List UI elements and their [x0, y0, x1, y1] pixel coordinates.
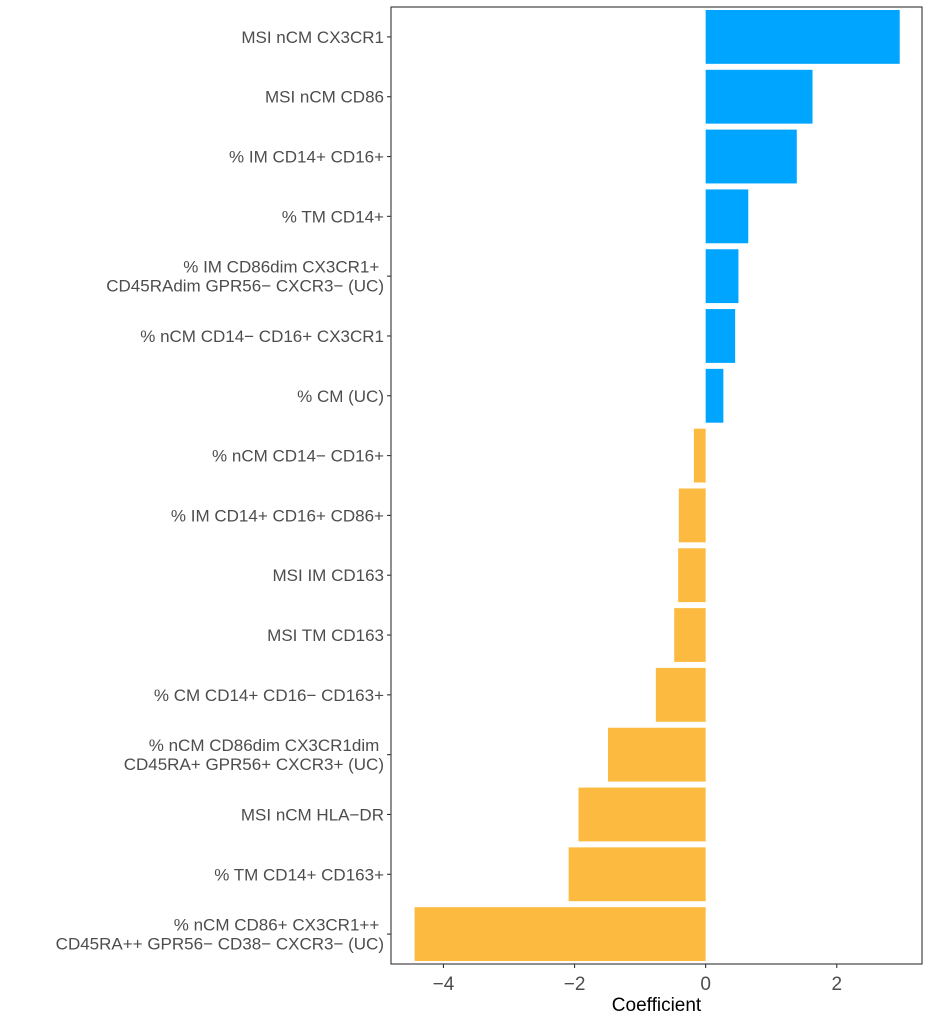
- y-tick-label-line: % nCM CD86dim CX3CR1dim: [149, 736, 384, 755]
- bar-12: [607, 727, 706, 782]
- y-tick-label-line: % nCM CD14− CD16+ CX3CR1: [140, 327, 384, 346]
- y-tick-label: MSI nCM HLA−DR: [241, 805, 384, 824]
- y-tick-label-line: % TM CD14+: [282, 207, 384, 226]
- y-axis: MSI nCM CX3CR1 MSI nCM CD86 % IM CD14+ CD1…: [56, 28, 391, 954]
- bar-8: [678, 488, 706, 543]
- y-tick-label: MSI nCM CX3CR1: [241, 28, 384, 47]
- y-tick-label: % IM CD14+ CD16+: [229, 148, 384, 167]
- panel-border: [390, 6, 923, 965]
- bar-2: [705, 129, 797, 184]
- x-tick-label: −2: [564, 974, 586, 995]
- bar-5: [705, 309, 736, 363]
- y-tick-label-line: % IM CD86dim CX3CR1+: [183, 258, 384, 277]
- x-tick-label: −4: [433, 974, 455, 995]
- bar-11: [655, 667, 706, 722]
- y-tick-label-line: MSI nCM CD86: [265, 88, 384, 107]
- bar-14: [568, 847, 706, 902]
- y-tick-label-line: % TM CD14+ CD163+: [214, 865, 384, 884]
- y-tick-label: MSI nCM CD86: [265, 88, 384, 107]
- y-tick-label: % nCM CD86+ CX3CR1++ CD45RA++ GPR56− CD3…: [56, 916, 384, 954]
- bar-10: [674, 608, 706, 662]
- y-tick-label: % CM CD14+ CD16− CD163+: [154, 686, 384, 705]
- y-tick-label-line: % CM CD14+ CD16− CD163+: [154, 686, 384, 705]
- bar-4: [705, 249, 739, 304]
- bar-7: [693, 428, 706, 483]
- bars-group: [414, 9, 900, 962]
- y-tick-label-line: MSI IM CD163: [273, 566, 384, 585]
- y-tick-label-line: CD45RA++ GPR56− CD38− CXCR3− (UC): [56, 935, 384, 954]
- y-tick-label: % TM CD14+ CD163+: [214, 865, 384, 884]
- bar-6: [705, 368, 724, 423]
- x-tick-label: 2: [831, 974, 842, 995]
- y-tick-label-line: % IM CD14+ CD16+ CD86+: [171, 506, 384, 525]
- y-tick-label-line: % nCM CD14− CD16+: [212, 447, 384, 466]
- bar-15: [414, 907, 706, 962]
- x-axis: −4 −2 0 2: [433, 964, 842, 995]
- y-tick-label: % nCM CD86dim CX3CR1dim CD45RA+ GPR56+ C…: [124, 736, 384, 774]
- x-tick-label: 0: [700, 974, 711, 995]
- y-tick-label-line: % nCM CD86+ CX3CR1++: [174, 916, 384, 935]
- bar-3: [705, 189, 749, 244]
- bar-9: [678, 548, 706, 603]
- y-tick-label-line: CD45RAdim GPR56− CXCR3− (UC): [106, 277, 384, 296]
- y-tick-label-line: MSI nCM CX3CR1: [241, 28, 384, 47]
- y-tick-label-line: MSI TM CD163: [267, 626, 384, 645]
- y-tick-label: % IM CD86dim CX3CR1+ CD45RAdim GPR56− CX…: [106, 258, 384, 296]
- bar-13: [578, 787, 706, 842]
- bar-1: [705, 69, 813, 124]
- y-tick-label: % CM (UC): [297, 387, 384, 406]
- y-tick-label-line: CD45RA+ GPR56+ CXCR3+ (UC): [124, 755, 384, 774]
- y-tick-label: MSI IM CD163: [273, 566, 384, 585]
- y-tick-label: % IM CD14+ CD16+ CD86+: [171, 506, 384, 525]
- y-tick-label-line: % CM (UC): [297, 387, 384, 406]
- y-tick-label: % nCM CD14− CD16+ CX3CR1: [140, 327, 384, 346]
- y-tick-label: MSI TM CD163: [267, 626, 384, 645]
- y-tick-label: % TM CD14+: [282, 207, 384, 226]
- bar-0: [705, 9, 900, 64]
- y-tick-label-line: % IM CD14+ CD16+: [229, 148, 384, 167]
- y-tick-label: % nCM CD14− CD16+: [212, 447, 384, 466]
- x-axis-title: Coefficient: [612, 995, 702, 1016]
- y-tick-label-line: MSI nCM HLA−DR: [241, 805, 384, 824]
